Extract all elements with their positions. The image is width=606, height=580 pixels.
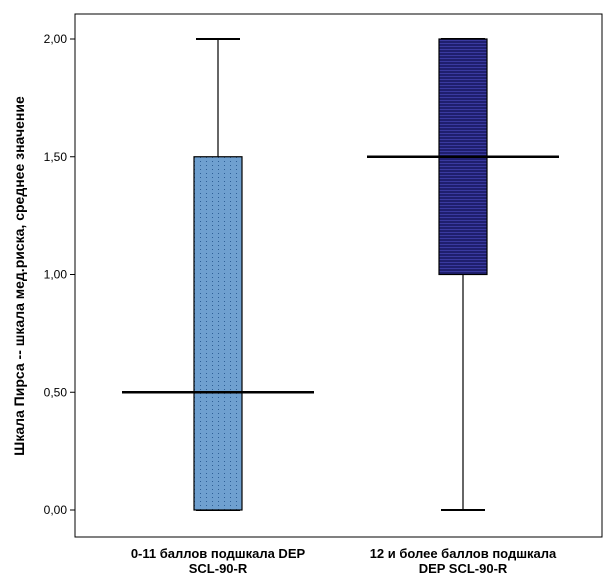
boxes: [122, 38, 559, 511]
y-axis: 0,00 0,50 1,00 1,50 2,00: [44, 32, 75, 517]
category-label: SCL-90-R: [189, 561, 248, 576]
category-label: 12 и более баллов подшкала: [370, 546, 557, 561]
y-axis-title: Шкала Пирса -- шкала мед.риска, среднее …: [11, 96, 27, 456]
y-tick-label: 1,00: [44, 268, 68, 282]
y-tick-label: 0,50: [44, 385, 68, 399]
box-1: [122, 38, 314, 511]
box-2: [367, 38, 559, 511]
plot-area-frame: [74, 13, 603, 538]
y-tick-label: 0,00: [44, 503, 68, 517]
category-label: DEP SCL-90-R: [419, 561, 508, 576]
category-label: 0-11 баллов подшкала DEP: [131, 546, 306, 561]
y-tick-label: 2,00: [44, 32, 68, 46]
y-tick-label: 1,50: [44, 150, 68, 164]
iqr-box: [193, 156, 243, 511]
